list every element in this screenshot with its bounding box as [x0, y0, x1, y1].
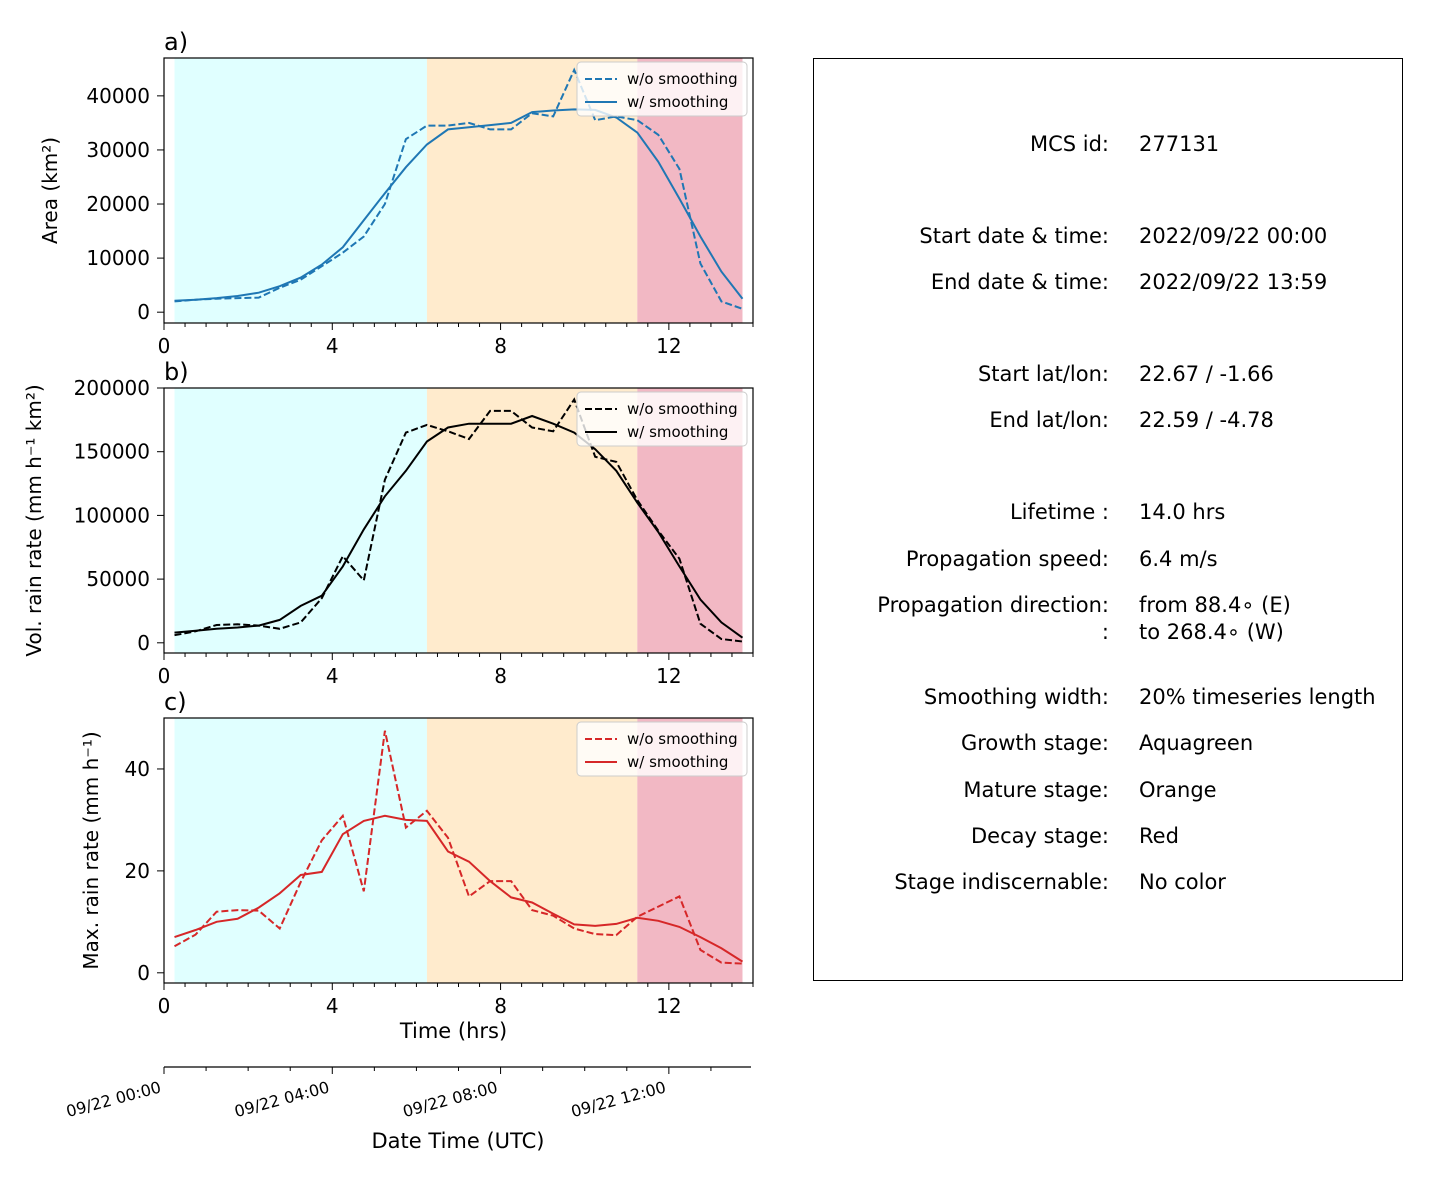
x-tick-label: 12 — [656, 334, 681, 358]
x-tick-label: 4 — [326, 664, 339, 688]
info-label: MCS id: — [1029, 132, 1109, 156]
date-tick-label: 09/22 08:00 — [401, 1078, 500, 1122]
y-tick-label: 20000 — [86, 192, 150, 216]
x-tick-label: 0 — [158, 994, 171, 1018]
info-label: Decay stage: — [971, 824, 1109, 848]
date-axis-label: Date Time (UTC) — [372, 1129, 545, 1153]
info-label: End date & time: — [930, 270, 1109, 294]
y-tick-label: 0 — [137, 961, 150, 985]
series-line-raw — [174, 67, 743, 310]
info-value: 6.4 m/s — [1139, 547, 1218, 571]
x-tick-label: 12 — [656, 994, 681, 1018]
x-tick-label: 0 — [158, 334, 171, 358]
date-tick-label: 09/22 12:00 — [569, 1078, 668, 1122]
info-value: 20% timeseries length — [1139, 685, 1376, 709]
stage-band-growth — [174, 388, 427, 653]
info-value: 277131 — [1139, 132, 1220, 156]
legend: w/o smoothing w/ smoothing — [576, 61, 748, 117]
info-label: Start lat/lon: — [977, 362, 1109, 386]
info-value: 22.59 / -4.78 — [1139, 408, 1274, 432]
info-label: Mature stage: — [963, 778, 1109, 802]
y-axis-label: Max. rain rate (mm h⁻¹) — [79, 731, 103, 969]
x-tick-label: 4 — [326, 994, 339, 1018]
stage-band-growth — [174, 58, 427, 323]
y-tick-label: 200000 — [74, 376, 150, 400]
series-line-raw — [174, 397, 743, 643]
info-value-continued: to 268.4∘ (W) — [1139, 620, 1284, 644]
legend-entry: w/o smoothing — [627, 70, 738, 88]
series-line-smoothed — [174, 814, 744, 963]
x-tick-label: 0 — [158, 664, 171, 688]
y-axis-label: Vol. rain rate (mm h⁻¹ km²) — [22, 384, 46, 656]
date-time-axis: 09/22 00:00 09/22 04:00 09/22 08:00 09/22 1… — [64, 1066, 751, 1153]
y-tick-label: 100000 — [74, 503, 150, 527]
info-value: 14.0 hrs — [1139, 500, 1226, 524]
chart-panel-3: 0 4 8 12 0 20 40 c) Max. rain rate (mm h⁻¹) Time … — [79, 688, 754, 1043]
chart-panel-2: 0 4 8 12 0 50000 100000 150000 200000 b) Vol. rain… — [22, 358, 754, 688]
info-value: 22.67 / -1.66 — [1139, 362, 1274, 386]
info-label: Smoothing width: — [923, 685, 1109, 709]
legend-entry: w/ smoothing — [627, 423, 728, 441]
panel-label: a) — [164, 28, 188, 56]
legend: w/o smoothing w/ smoothing — [576, 721, 748, 777]
legend-box — [576, 721, 748, 777]
legend-entry: w/o smoothing — [627, 400, 738, 418]
y-tick-label: 50000 — [86, 567, 150, 591]
info-value: Red — [1139, 824, 1179, 848]
stage-band-growth — [174, 718, 427, 983]
info-label-continued: : — [1101, 620, 1109, 644]
x-tick-label: 8 — [494, 664, 507, 688]
x-axis-label: Time (hrs) — [399, 1019, 507, 1043]
y-tick-label: 0 — [137, 300, 150, 324]
info-label: Lifetime : — [1009, 500, 1109, 524]
date-tick-label: 09/22 00:00 — [64, 1078, 163, 1122]
x-tick-label: 4 — [326, 334, 339, 358]
info-value: Aquagreen — [1139, 731, 1254, 755]
info-label: Propagation speed: — [905, 547, 1109, 571]
panel-label: c) — [164, 688, 187, 716]
info-panel: MCS id: 277131 Start date & time: 2022/0… — [813, 58, 1403, 981]
legend-box — [576, 61, 748, 117]
info-label: End lat/lon: — [989, 408, 1109, 432]
legend-entry: w/ smoothing — [627, 753, 728, 771]
legend-box — [576, 391, 748, 447]
y-tick-label: 10000 — [86, 246, 150, 270]
y-tick-label: 20 — [125, 859, 150, 883]
legend: w/o smoothing w/ smoothing — [576, 391, 748, 447]
legend-entry: w/ smoothing — [627, 93, 728, 111]
x-tick-label: 8 — [494, 994, 507, 1018]
chart-panel-1: 0 4 8 12 0 10000 20000 30000 40000 a) Area (km²) w/… — [38, 28, 754, 358]
info-value: Orange — [1139, 778, 1217, 802]
info-label: Growth stage: — [960, 731, 1109, 755]
series-line-smoothed — [174, 414, 744, 639]
y-tick-label: 30000 — [86, 138, 150, 162]
info-value: from 88.4∘ (E) — [1139, 593, 1291, 617]
legend-entry: w/o smoothing — [627, 730, 738, 748]
y-tick-label: 0 — [137, 631, 150, 655]
info-value: No color — [1139, 870, 1226, 894]
x-tick-label: 12 — [656, 664, 681, 688]
date-tick-label: 09/22 04:00 — [232, 1078, 331, 1122]
y-tick-label: 40000 — [86, 84, 150, 108]
y-tick-label: 40 — [125, 757, 150, 781]
info-value: 2022/09/22 13:59 — [1139, 270, 1328, 294]
x-tick-label: 8 — [494, 334, 507, 358]
panel-label: b) — [164, 358, 189, 386]
info-label: Start date & time: — [919, 224, 1109, 248]
y-axis-label: Area (km²) — [38, 137, 62, 244]
info-label: Stage indiscernable: — [894, 870, 1109, 894]
info-label: Propagation direction: — [877, 593, 1109, 617]
series-line-raw — [174, 730, 743, 965]
info-value: 2022/09/22 00:00 — [1139, 224, 1328, 248]
y-tick-label: 150000 — [74, 440, 150, 464]
series-line-smoothed — [174, 108, 744, 302]
